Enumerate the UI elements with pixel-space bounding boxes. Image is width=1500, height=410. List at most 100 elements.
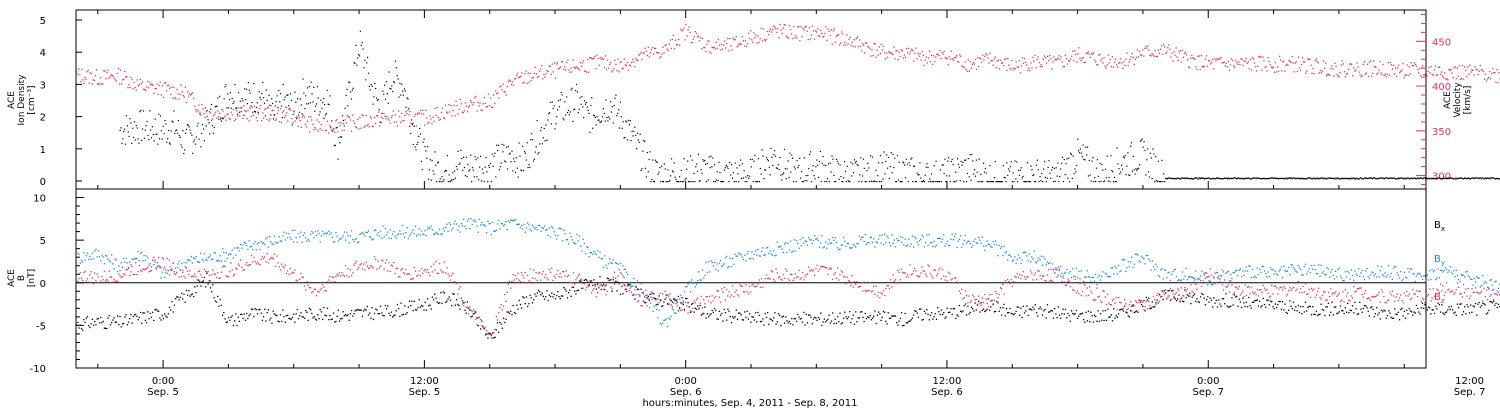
velocity-point [648,56,651,58]
b-bx-point [528,303,530,305]
b-by-point [98,256,101,258]
b-bx-point [264,308,266,310]
density-point [1442,178,1444,180]
velocity-point [1134,58,1137,61]
b-bx-point [1078,315,1080,318]
velocity-point [105,78,107,80]
velocity-point [489,97,492,99]
velocity-point [372,125,375,128]
velocity-point [211,118,214,120]
density-point [644,167,647,169]
density-point [1479,177,1481,179]
density-point [755,181,757,183]
density-point [1121,168,1124,170]
velocity-point [799,40,801,42]
density-point [756,181,758,183]
b-bx-point [533,299,535,301]
velocity-point [1407,74,1409,77]
b-bx-point [457,303,459,306]
density-point [226,107,228,109]
velocity-point [1136,49,1139,51]
density-point [644,140,646,143]
velocity-point [358,128,360,130]
velocity-point [902,57,905,59]
b-bx-point [876,314,879,316]
density-point [1494,178,1496,180]
velocity-point [456,104,458,107]
density-point [1413,177,1415,180]
velocity-point [234,118,237,120]
velocity-point [1471,69,1473,71]
density-point [297,97,299,100]
density-point [1145,174,1147,176]
velocity-point [1242,64,1244,67]
velocity-point [1097,64,1099,66]
velocity-point [1322,60,1325,62]
b-bx-point [1183,301,1185,303]
b-bx-point [981,309,983,311]
velocity-point [1147,44,1149,47]
density-point [893,166,895,169]
b-by-point [276,242,278,245]
density-point [198,138,200,140]
density-point [1417,177,1420,179]
density-point [1372,177,1375,179]
density-point [981,181,983,183]
velocity-point [685,24,687,26]
velocity-point [1366,63,1369,65]
velocity-point [1321,70,1324,72]
velocity-point [534,66,537,69]
density-point [1102,169,1104,171]
density-point [1354,178,1356,180]
b-bx-point [103,327,106,329]
density-point [361,42,363,44]
velocity-point [858,39,861,41]
velocity-point [1472,69,1474,72]
b-bx-point [1430,313,1432,315]
velocity-point [149,81,151,84]
density-point [963,181,965,183]
b-bx-point [780,324,782,327]
b-by-point [159,267,161,269]
density-point [265,89,267,91]
b-bx-point [920,308,922,310]
density-point [1061,156,1064,158]
b-by-point [441,233,443,235]
velocity-point [809,38,812,40]
density-point [700,168,702,171]
velocity-point [1316,60,1318,63]
density-point [1095,167,1098,169]
b-bx-point [232,324,235,327]
velocity-point [979,57,981,59]
b-by-point [221,248,224,250]
b-by-point [460,223,462,225]
b-bx-point [290,318,292,320]
b-bx-point [144,319,147,322]
velocity-point [543,73,545,76]
velocity-point [1165,52,1167,55]
density-point [378,109,380,111]
velocity-point [479,102,481,104]
velocity-point [123,78,125,81]
velocity-point [559,66,562,68]
density-point [364,59,366,61]
b-bx-point [303,317,306,319]
b-bx-point [680,302,682,304]
density-point [1242,177,1245,180]
b-by-point [205,258,207,261]
b-bx-point [330,318,332,321]
density-point [866,169,868,172]
density-point [625,120,627,122]
density-point [1302,177,1304,180]
b-by-point [445,226,447,229]
velocity-point [663,52,665,54]
b-bx-point [481,320,483,322]
velocity-point [1449,69,1451,71]
b-by-point [489,222,491,225]
b-bx-point [1368,315,1371,317]
density-point [832,158,834,160]
b-bx-point [1185,297,1187,299]
velocity-point [1214,58,1216,60]
velocity-point [859,45,862,48]
b-by-point [334,241,336,243]
